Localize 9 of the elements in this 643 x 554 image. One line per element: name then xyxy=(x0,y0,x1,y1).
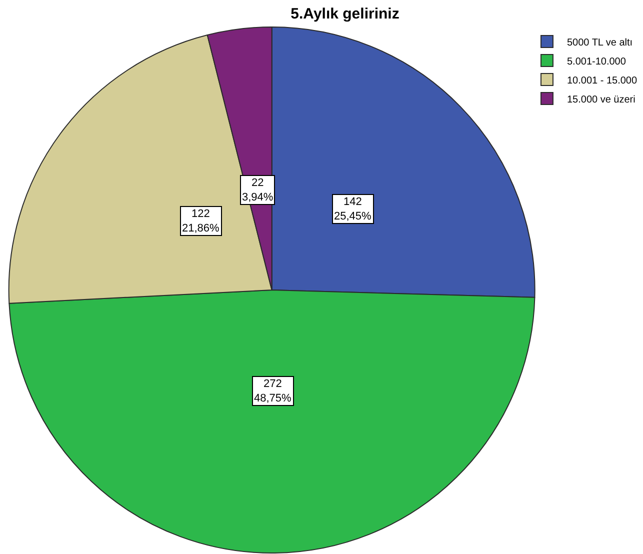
legend-label: 5.001-10.000 xyxy=(566,56,626,68)
chart-title: 5.Aylık geliriniz xyxy=(290,5,400,22)
legend-label: 15.000 ve üzeri xyxy=(566,94,636,106)
legend-label: 10.001 - 15.000 xyxy=(566,75,638,86)
data-label: 122 21,86% xyxy=(182,208,220,234)
data-label: 272 48,75% xyxy=(254,378,292,404)
data-label: 142 25,45% xyxy=(334,196,372,222)
data-label: 22 3,94% xyxy=(242,177,274,204)
legend-label: 5000 TL ve altı xyxy=(566,37,633,48)
